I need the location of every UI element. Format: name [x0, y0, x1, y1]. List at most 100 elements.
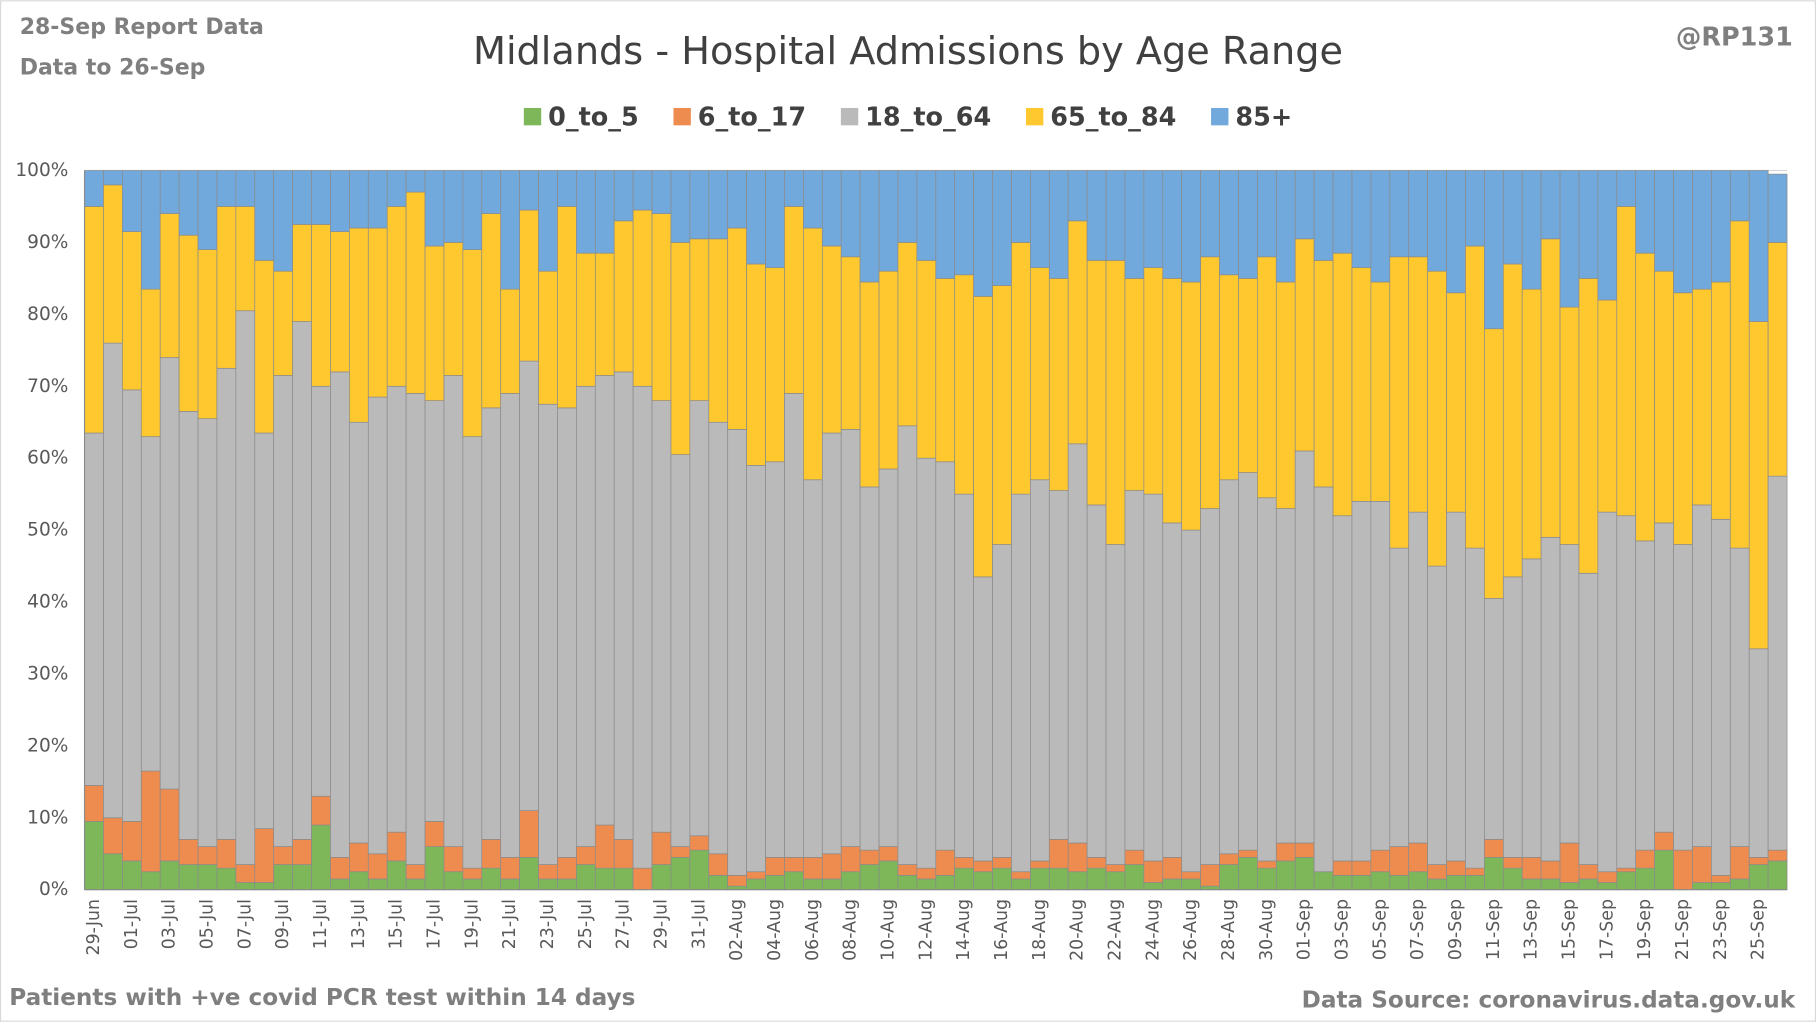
bar-segment [1124, 278, 1145, 491]
bar-segment [1711, 170, 1731, 283]
bar-segment [1238, 849, 1258, 858]
bar-segment [784, 857, 804, 873]
bar-segment [576, 170, 596, 254]
bar-segment [765, 461, 785, 858]
bar-segment [273, 846, 293, 865]
bar-segment [1294, 170, 1315, 240]
legend-label: 0_to_5 [548, 102, 639, 132]
bar-segment [519, 857, 539, 891]
bar-segment [1124, 849, 1145, 865]
bar-segment [1181, 281, 1201, 531]
bar-segment [1484, 598, 1504, 840]
bar-segment [1124, 864, 1145, 891]
legend-swatch [523, 107, 542, 126]
bar-segment [424, 245, 445, 401]
bar-segment [1389, 846, 1410, 876]
bar-segment [1238, 472, 1258, 851]
bar-segment [538, 403, 558, 865]
bar-segment [519, 170, 539, 211]
bar-segment [992, 285, 1012, 545]
bar-segment [954, 857, 974, 869]
bar-segment [1105, 544, 1126, 865]
bar-segment [746, 871, 766, 880]
bar-segment [103, 170, 123, 186]
bar-segment [1521, 170, 1542, 290]
bar-segment [443, 375, 464, 847]
bar-segment [1465, 867, 1485, 876]
bar-segment [840, 170, 861, 258]
bar-segment [1578, 170, 1599, 279]
bar-segment [1408, 256, 1428, 513]
bar-segment [1446, 860, 1466, 876]
bar-segment [122, 821, 142, 862]
bar-segment [443, 871, 464, 891]
bar-segment [1275, 281, 1296, 509]
y-tick-label: 10% [27, 807, 68, 828]
bar-segment [1181, 871, 1201, 880]
bar-segment [670, 857, 691, 891]
y-tick-label: 0% [39, 879, 68, 900]
bar-segment [178, 170, 199, 236]
x-tick-label: 28-Aug [1219, 899, 1239, 961]
bar-segment [973, 170, 993, 297]
bar-segment [840, 871, 861, 891]
bar-segment [311, 170, 331, 225]
bar-segment [443, 846, 464, 873]
bar-segment [1011, 242, 1031, 495]
bar-segment [1692, 170, 1712, 290]
bar-segment [349, 227, 369, 423]
bar-segment [122, 231, 142, 391]
bar-segment [1332, 170, 1353, 254]
bar-segment [1067, 443, 1088, 844]
bar-segment [140, 871, 161, 891]
x-tick-label: 31-Jul [689, 899, 709, 949]
bar-segment [916, 457, 937, 869]
bar-segment [576, 385, 596, 847]
bar-segment [1767, 860, 1788, 891]
y-tick-label: 100% [15, 160, 68, 181]
bar-segment [216, 867, 237, 891]
bar-segment [1446, 511, 1466, 862]
bar-segment [1616, 871, 1637, 891]
bar-segment [1086, 170, 1107, 261]
bar-segment [367, 227, 388, 398]
bar-segment [651, 170, 672, 215]
bar-segment [1635, 849, 1655, 869]
bar-segment [954, 170, 974, 276]
bar-segment [708, 170, 729, 240]
bar-segment [1559, 842, 1580, 883]
bar-segment [1086, 260, 1107, 506]
bar-segment [1654, 849, 1674, 891]
bar-segment [821, 170, 842, 247]
bar-segment [632, 385, 653, 869]
bar-segment [840, 256, 861, 430]
bar-segment [670, 242, 691, 455]
bar-segment [1294, 842, 1315, 858]
x-tick-label: 17-Jul [425, 899, 445, 949]
bar-segment [803, 170, 823, 229]
bar-segment [405, 878, 426, 891]
bar-segment [1748, 857, 1769, 865]
bar-segment [594, 170, 615, 254]
bar-segment [1597, 170, 1618, 301]
bar-segment [159, 357, 180, 790]
author: @RP131 [1676, 22, 1793, 52]
bar-segment [1162, 522, 1183, 858]
bar-segment [405, 170, 426, 193]
bar-segment [349, 170, 369, 229]
bar-segment [1692, 504, 1712, 847]
bar-segment [1711, 882, 1731, 891]
bar-segment [613, 371, 634, 840]
bar-segment [1540, 170, 1561, 240]
bar-segment [1521, 288, 1542, 560]
bar-segment [538, 170, 558, 272]
bar-segment [557, 857, 577, 880]
x-tick-label: 12-Aug [916, 899, 936, 961]
bar-segment [197, 864, 218, 891]
bar-segment [1502, 263, 1523, 578]
bar-segment [878, 860, 899, 891]
bar-segment [1370, 849, 1391, 873]
x-tick-label: 11-Sep [1484, 899, 1504, 960]
x-tick-label: 09-Sep [1446, 899, 1466, 960]
